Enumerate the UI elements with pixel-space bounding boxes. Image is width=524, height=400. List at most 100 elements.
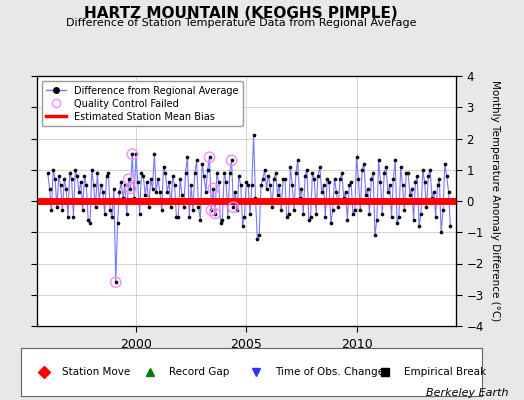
Point [49, 166, 58, 173]
Point [211, 210, 219, 217]
Point [203, 166, 212, 173]
Point [93, 170, 102, 176]
Point [266, 182, 275, 188]
Point [69, 214, 78, 220]
Text: 2000: 2000 [120, 338, 152, 351]
Text: Berkeley Earth: Berkeley Earth [426, 388, 508, 398]
Point [380, 170, 388, 176]
Point [419, 166, 427, 173]
Point [227, 157, 236, 164]
Point [220, 170, 228, 176]
Point [439, 207, 447, 214]
Point [112, 279, 120, 286]
Point [271, 170, 280, 176]
Point [395, 214, 403, 220]
Point [128, 151, 136, 157]
Point [260, 166, 269, 173]
Point [290, 207, 298, 214]
Point [185, 214, 193, 220]
Point [90, 182, 98, 188]
Point [178, 192, 186, 198]
Point [80, 173, 89, 179]
Point [340, 195, 348, 201]
Point [304, 216, 313, 223]
Point [343, 216, 352, 223]
Legend: Difference from Regional Average, Quality Control Failed, Estimated Station Mean: Difference from Regional Average, Qualit… [41, 81, 243, 126]
Point [139, 173, 147, 179]
Point [318, 188, 326, 195]
Point [165, 179, 173, 186]
Point [189, 207, 197, 214]
Point [330, 176, 339, 182]
Point [169, 173, 177, 179]
Point [376, 179, 385, 186]
Point [134, 179, 142, 186]
Point [119, 195, 127, 201]
Point [198, 160, 206, 167]
Point [277, 207, 286, 214]
Point [409, 216, 418, 223]
Point [314, 173, 322, 179]
Point [329, 207, 337, 214]
Point [207, 207, 215, 214]
Point [404, 170, 412, 176]
Point [406, 192, 414, 198]
Point [347, 179, 355, 186]
Point [393, 220, 401, 226]
Point [46, 185, 54, 192]
Point [143, 179, 151, 186]
Point [231, 188, 239, 195]
Point [321, 214, 330, 220]
Point [308, 170, 316, 176]
Point [181, 170, 190, 176]
Point [64, 214, 72, 220]
Point [152, 188, 160, 195]
Point [154, 176, 162, 182]
Point [145, 204, 153, 210]
Point [264, 173, 272, 179]
Point [275, 182, 283, 188]
Point [79, 207, 87, 214]
Point [424, 173, 432, 179]
Point [77, 179, 85, 186]
Point [255, 232, 264, 238]
Point [356, 207, 365, 214]
Point [413, 173, 421, 179]
Point [375, 157, 383, 164]
Point [387, 214, 396, 220]
Point [274, 192, 282, 198]
Point [136, 210, 144, 217]
Point [158, 207, 166, 214]
Point [113, 220, 122, 226]
Point [373, 216, 381, 223]
Text: Empirical Break: Empirical Break [403, 367, 486, 377]
Point [369, 170, 377, 176]
Point [108, 214, 116, 220]
Text: Record Gap: Record Gap [169, 367, 229, 377]
Point [351, 207, 359, 214]
Point [360, 160, 368, 167]
Point [229, 204, 237, 210]
Point [301, 173, 309, 179]
Point [348, 210, 357, 217]
Point [187, 182, 195, 188]
Point [437, 229, 445, 236]
Point [57, 182, 65, 188]
Text: Time of Obs. Change: Time of Obs. Change [275, 367, 384, 377]
Point [435, 176, 443, 182]
Point [71, 166, 80, 173]
Point [292, 170, 300, 176]
Point [310, 176, 319, 182]
Point [288, 182, 297, 188]
Text: Station Move: Station Move [62, 367, 130, 377]
Point [209, 185, 217, 192]
Point [47, 207, 56, 214]
Point [150, 151, 159, 157]
Point [147, 176, 155, 182]
Point [341, 188, 350, 195]
Point [336, 176, 344, 182]
Point [229, 204, 237, 210]
Point [218, 216, 226, 223]
Point [242, 179, 250, 186]
Point [112, 279, 120, 286]
